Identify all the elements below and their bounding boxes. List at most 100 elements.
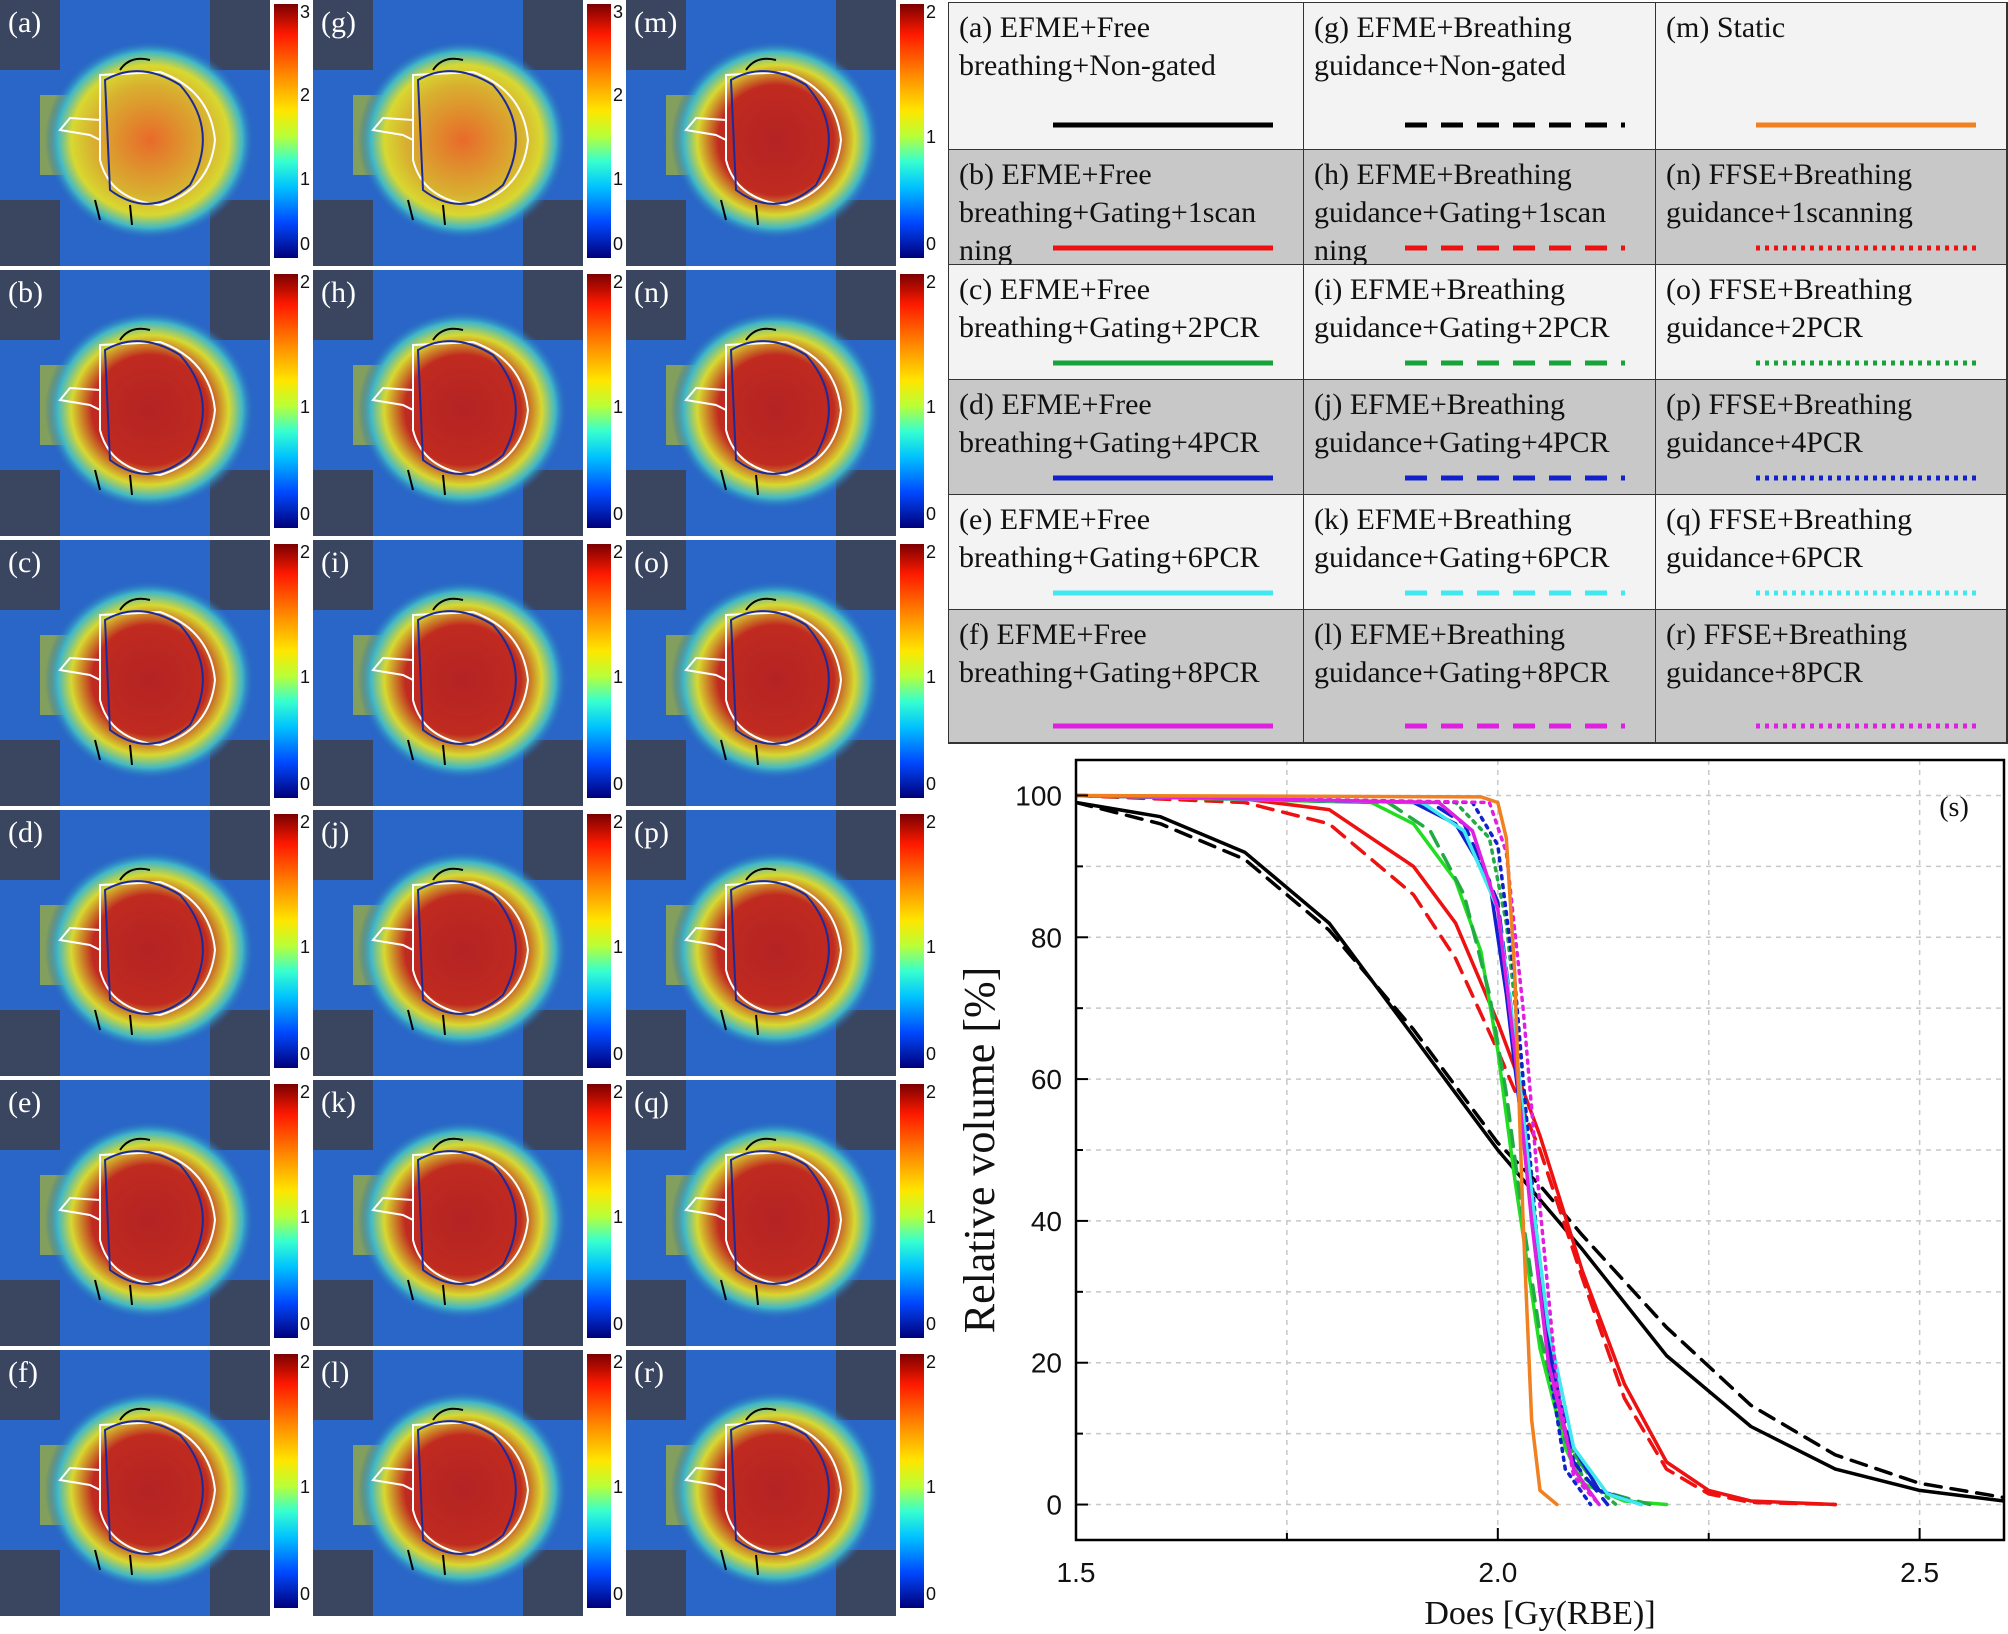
legend-line-sample: [1405, 122, 1625, 128]
colorbar: [587, 814, 611, 1068]
colorbar-tick-label: 2: [613, 542, 624, 562]
dose-panel: (q): [626, 1080, 896, 1346]
legend-text: (a) EFME+Free breathing+Non-gated: [959, 11, 1216, 82]
legend-line-sample: [1405, 590, 1625, 596]
colorbar-tick-label: 1: [613, 1207, 624, 1227]
colorbar-tick-label: 1: [613, 937, 624, 957]
panel-label: (m): [634, 6, 678, 39]
colorbar-tick-label: 1: [300, 1477, 311, 1497]
colorbar-tick-label: 1: [926, 397, 937, 417]
dose-panel: (d): [0, 810, 270, 1076]
colorbar-tick-label: 2: [613, 272, 624, 292]
legend-entry: (c) EFME+Free breathing+Gating+2PCR: [949, 265, 1304, 380]
colorbar: [900, 274, 924, 528]
colorbar-tick-label: 1: [926, 667, 937, 687]
y-tick-label: 0: [1046, 1490, 1062, 1521]
colorbar-tick-label: 0: [300, 504, 311, 524]
dose-map-image: [0, 1350, 270, 1616]
colorbar-tick-label: 1: [300, 397, 311, 417]
dose-map-image: [626, 0, 896, 266]
colorbar-tick-label: 1: [613, 397, 624, 417]
colorbar-tick-label: 1: [300, 168, 311, 189]
colorbar-tick-label: 2: [613, 85, 624, 106]
panel-label: (e): [8, 1086, 42, 1119]
legend-text: (p) FFSE+Breathing guidance+4PCR: [1666, 388, 1913, 459]
colorbar-tick-label: 2: [926, 1082, 937, 1102]
panel-label: (c): [8, 546, 42, 579]
series-line: [1076, 793, 1669, 1507]
dose-panel: (l): [313, 1350, 583, 1616]
dose-panel: (a): [0, 0, 270, 266]
legend-line-sample: [1756, 475, 1976, 481]
dose-map-image: [0, 0, 270, 266]
colorbar-tick-label: 1: [300, 1207, 311, 1227]
dose-map-image: [313, 810, 583, 1076]
dose-panel: (r): [626, 1350, 896, 1616]
legend-line-sample: [1405, 475, 1625, 481]
dose-panel: (m): [626, 0, 896, 266]
colorbar-tick-label: 1: [926, 127, 937, 147]
dose-panel: (p): [626, 810, 896, 1076]
dose-distribution-grid: (a) 3 2 1 0 (g) 3 2 1 0 (m) 2 1 0 (b) 2 1 0 (h) 2 1 0 (n) 2 1 0 (c…: [0, 0, 936, 1634]
panel-label: (d): [8, 816, 43, 849]
legend-line-sample: [1053, 122, 1273, 128]
legend-entry: (r) FFSE+Breathing guidance+8PCR: [1656, 610, 2007, 743]
colorbar-tick-label: 2: [926, 812, 937, 832]
colorbar-tick-label: 3: [300, 2, 311, 22]
legend-line-sample: [1756, 360, 1976, 366]
dose-panel: (e): [0, 1080, 270, 1346]
panel-label: (p): [634, 816, 669, 849]
legend-entry: (n) FFSE+Breathing guidance+1scanning: [1656, 150, 2007, 265]
legend-entry: (g) EFME+Breathing guidance+Non-gated: [1304, 3, 1656, 150]
panel-label: (n): [634, 276, 669, 309]
y-tick-label: 80: [1031, 922, 1062, 953]
colorbar: [274, 1354, 298, 1608]
dose-map-image: [0, 540, 270, 806]
legend-line-sample: [1405, 360, 1625, 366]
legend-entry: (d) EFME+Free breathing+Gating+4PCR: [949, 380, 1304, 495]
colorbar-tick-label: 2: [613, 1082, 624, 1102]
colorbar: [587, 4, 611, 258]
colorbar-tick-label: 0: [926, 1584, 937, 1604]
panel-label: (j): [321, 816, 350, 849]
dose-panel: (c): [0, 540, 270, 806]
colorbar-tick-label: 2: [926, 272, 937, 292]
legend-entry: (l) EFME+Breathing guidance+Gating+8PCR: [1304, 610, 1656, 743]
legend-entry: (k) EFME+Breathing guidance+Gating+6PCR: [1304, 495, 1656, 610]
x-tick-label: 2.5: [1900, 1557, 1939, 1588]
colorbar-tick-label: 1: [926, 937, 937, 957]
legend-entry: (m) Static: [1656, 3, 2007, 150]
legend-text: (h) EFME+Breathing guidance+Gating+1scan…: [1314, 158, 1607, 267]
legend-entry: (i) EFME+Breathing guidance+Gating+2PCR: [1304, 265, 1656, 380]
dose-panel: (f): [0, 1350, 270, 1616]
x-tick-label: 2.0: [1478, 1557, 1517, 1588]
dose-panel: (o): [626, 540, 896, 806]
legend-text: (l) EFME+Breathing guidance+Gating+8PCR: [1314, 618, 1610, 689]
legend-line-sample: [1053, 245, 1273, 251]
legend-text: (q) FFSE+Breathing guidance+6PCR: [1666, 503, 1913, 574]
colorbar-tick-label: 0: [613, 504, 624, 524]
legend-text: (m) Static: [1666, 11, 1786, 44]
panel-label: (l): [321, 1356, 350, 1389]
dose-panel: (b): [0, 270, 270, 536]
panel-label: (b): [8, 276, 43, 309]
x-axis-label: Does [Gy(RBE)]: [1424, 1595, 1655, 1632]
legend-text: (d) EFME+Free breathing+Gating+4PCR: [959, 388, 1260, 459]
legend-line-sample: [1053, 475, 1273, 481]
panel-label: (a): [8, 6, 42, 39]
dose-map-image: [313, 0, 583, 266]
legend-entry: (j) EFME+Breathing guidance+Gating+4PCR: [1304, 380, 1656, 495]
y-tick-label: 60: [1031, 1064, 1062, 1095]
series-line: [1076, 793, 1838, 1507]
y-tick-label: 100: [1015, 780, 1062, 811]
legend-text: (n) FFSE+Breathing guidance+1scanning: [1666, 158, 1913, 229]
panel-label: (h): [321, 276, 356, 309]
panel-label: (k): [321, 1086, 356, 1119]
dose-map-image: [626, 1080, 896, 1346]
legend-line-sample: [1756, 723, 1976, 729]
series-line: [1076, 793, 1601, 1507]
legend-line-sample: [1756, 122, 1976, 128]
dose-map-image: [626, 810, 896, 1076]
panel-label: (f): [8, 1356, 38, 1389]
series-line: [1076, 800, 2004, 1500]
